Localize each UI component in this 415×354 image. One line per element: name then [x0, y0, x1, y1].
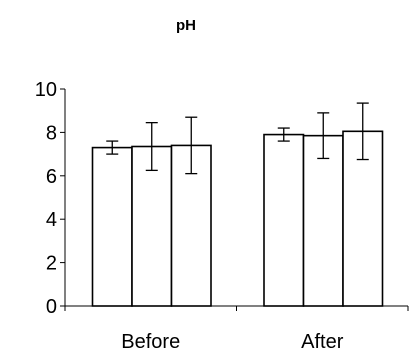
- x-category-label: Before: [121, 331, 180, 353]
- y-tick-label: 6: [46, 166, 57, 188]
- bar: [342, 130, 384, 307]
- bar: [263, 133, 305, 307]
- bar: [131, 145, 173, 307]
- y-tick-label: 2: [46, 253, 57, 275]
- x-category-label: After: [301, 331, 344, 353]
- error-bars: [106, 102, 369, 175]
- bar: [91, 146, 133, 307]
- y-tick-label: 4: [46, 209, 57, 231]
- y-axis: 0 2 4 6 8 10: [35, 79, 66, 318]
- y-tick-label: 10: [35, 79, 57, 101]
- y-tick-label: 8: [46, 122, 57, 144]
- chart-title: pH: [176, 17, 196, 34]
- bars: [91, 130, 384, 307]
- y-tick-label: 0: [46, 296, 57, 318]
- bar: [302, 134, 344, 307]
- x-axis: Before After: [64, 305, 409, 353]
